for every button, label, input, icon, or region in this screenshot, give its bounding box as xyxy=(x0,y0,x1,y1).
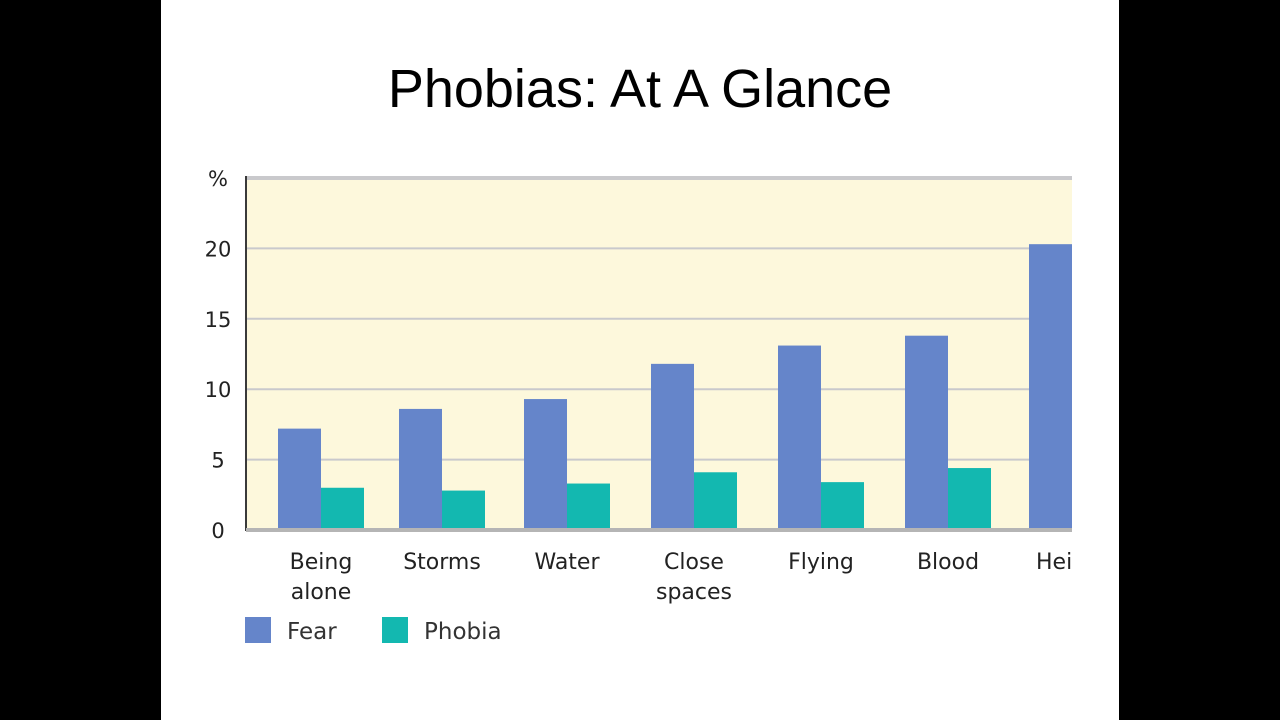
phobia-bar xyxy=(567,483,610,530)
category-label: Flying xyxy=(788,550,854,575)
phobia-bar xyxy=(694,472,737,530)
phobia-bar xyxy=(442,490,485,530)
y-tick-label: 10 xyxy=(205,378,232,402)
phobia-bar xyxy=(948,468,991,530)
category-label: Storms xyxy=(403,550,481,575)
y-tick-label: 0 xyxy=(211,519,224,543)
phobia-bar-chart: 0 5 10 15 20% Being alone Storms Water Close space… xyxy=(205,167,1073,645)
fear-bar xyxy=(651,363,694,530)
y-tick-label: % xyxy=(208,167,228,191)
category-label: Water xyxy=(534,550,600,575)
phobia-bar xyxy=(821,482,864,530)
category-label: Being xyxy=(290,550,353,575)
fear-bar xyxy=(1029,244,1072,530)
phobia-bar xyxy=(321,487,364,530)
legend-fear-swatch xyxy=(245,617,271,643)
fear-bar xyxy=(524,399,567,530)
fear-bar xyxy=(399,408,442,530)
y-tick-label: 15 xyxy=(205,308,232,332)
legend-phobia-swatch xyxy=(382,617,408,643)
legend-phobia-label: Phobia xyxy=(424,619,502,645)
legend-fear-label: Fear xyxy=(287,619,337,645)
category-label: Blood xyxy=(917,550,979,575)
slide-title: Phobias: At A Glance xyxy=(387,59,893,119)
fear-bar xyxy=(778,345,821,530)
slide: Phobias: At A Glance 0 5 10 15 20% Being alone… xyxy=(161,0,1119,720)
category-label: Close xyxy=(664,550,724,575)
category-label: spaces xyxy=(656,580,732,605)
fear-bar xyxy=(278,428,321,530)
y-tick-label: 20 xyxy=(205,237,232,261)
category-label: Hei xyxy=(1036,550,1072,575)
fear-bar xyxy=(905,335,948,530)
category-label: alone xyxy=(291,580,352,605)
y-tick-label: 5 xyxy=(211,449,224,473)
